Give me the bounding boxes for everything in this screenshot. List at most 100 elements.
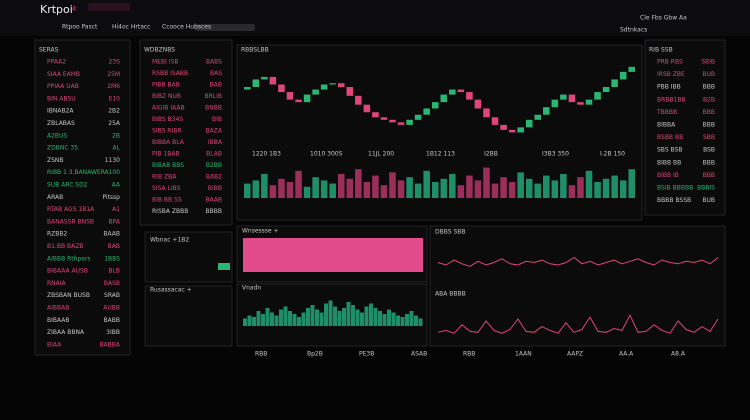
row-label: BIBZ NUB	[152, 93, 181, 100]
volume-bar	[628, 169, 635, 198]
row-value: BBBB	[206, 208, 222, 215]
row-label: ZBLABAS	[47, 120, 75, 127]
logo: Krtpoi	[40, 3, 73, 16]
hist-bar	[319, 312, 324, 326]
volume-bar	[560, 174, 567, 198]
row-value: 2B	[112, 132, 120, 139]
volume-bar	[431, 182, 439, 198]
panel-title: Wbnac +1B2	[150, 237, 189, 244]
row-value: E10	[109, 95, 121, 102]
x-tick-label: 1AAN	[515, 351, 532, 358]
candle	[295, 99, 302, 103]
x-tick-label: I.2B 150	[600, 151, 625, 158]
row-value: BSB	[703, 147, 715, 154]
hist-bar	[351, 305, 355, 326]
row-label: BANASSR BNSB	[47, 218, 94, 225]
line	[437, 314, 719, 334]
chart-title: ABA BBBB	[435, 291, 466, 298]
candle	[355, 95, 362, 105]
row-label: IRSB ZBE	[657, 71, 685, 78]
candle	[320, 84, 328, 90]
candle	[500, 124, 507, 130]
candle	[286, 92, 294, 100]
x-tick-label: Bp2B	[307, 351, 323, 358]
volume-bar	[346, 178, 354, 198]
x-tick-label: 11JL 200	[368, 151, 394, 158]
row-value: 1BBS	[104, 255, 120, 262]
volume-bar	[449, 174, 456, 198]
x-tick-label: AAPZ	[567, 351, 583, 358]
volume-bar	[517, 172, 524, 198]
volume-bar	[466, 175, 473, 198]
hist-bar	[310, 305, 315, 326]
row-label: SIBS RIBR	[152, 128, 182, 135]
row-label: BRBB1BB	[657, 96, 686, 103]
hist-bar	[265, 308, 270, 326]
volume-bar	[534, 183, 542, 198]
hist-bar	[346, 302, 351, 326]
volume-bar	[491, 183, 499, 198]
hist-bar	[252, 317, 256, 326]
volume-bar	[577, 177, 584, 198]
candle	[397, 122, 405, 125]
row-value: BASB	[104, 280, 120, 287]
row-value: BBB	[703, 159, 715, 166]
candle	[517, 127, 524, 133]
row-value: BAS	[210, 70, 222, 77]
row-label: AIBBAB	[47, 305, 69, 312]
volume-bar	[602, 178, 610, 198]
row-value: B2B	[703, 96, 715, 103]
row-label: BBBB BSSB	[657, 197, 691, 204]
row-value: BBB	[703, 172, 715, 179]
panel	[34, 39, 131, 356]
row-value: SRAB	[104, 292, 120, 299]
candle	[261, 76, 268, 80]
candle	[543, 107, 550, 115]
row-label: BIB BB SS	[152, 197, 182, 204]
tab-pill[interactable]	[88, 3, 130, 11]
row-label: RTAB AGS 1B1A	[47, 206, 95, 213]
candle	[577, 102, 584, 105]
row-value: BUB	[702, 197, 715, 204]
volume-bar	[585, 170, 593, 198]
candle	[457, 89, 465, 93]
x-tick-label: A8.A	[671, 351, 686, 358]
x-tick-label: 1220 1B3	[252, 151, 281, 158]
list-title: SERAS	[39, 47, 59, 54]
volume-bar	[312, 177, 319, 198]
volume-bar	[440, 178, 448, 198]
hist-bar	[270, 312, 274, 326]
hist-bar	[409, 311, 414, 326]
row-label: ZDBNC 35	[47, 145, 78, 152]
hist-bar	[288, 311, 292, 326]
row-label: ZSNB	[47, 157, 64, 164]
row-value: 25A	[108, 120, 121, 127]
hist-bar	[283, 306, 288, 326]
candle	[594, 92, 601, 100]
candle	[431, 102, 439, 109]
row-value: BAB	[108, 243, 120, 250]
hist-bar	[256, 311, 261, 326]
hist-bar	[247, 315, 252, 326]
candle	[312, 89, 319, 95]
search[interactable]	[195, 24, 255, 31]
row-label: BIBAAA AUSB	[47, 268, 88, 275]
candle	[372, 112, 379, 118]
row-label: A2BUS	[47, 132, 67, 139]
row-label: PPAA2	[47, 59, 66, 66]
hist-bar	[382, 314, 387, 326]
list-title: RIB SSB	[649, 47, 673, 54]
candle	[278, 84, 285, 93]
candle	[525, 119, 533, 128]
hist-bar	[342, 308, 346, 326]
candle	[244, 87, 251, 90]
row-label: SIAA EAMB	[47, 71, 80, 78]
row-label: ARAB	[47, 194, 63, 201]
hist-bar	[355, 309, 360, 326]
volume-bar	[543, 175, 550, 198]
hist-bar	[324, 303, 328, 326]
hist-bar	[337, 311, 342, 326]
tab: Rtpoo Pasct	[62, 24, 98, 31]
row-value: BAB2	[206, 174, 222, 181]
candle	[611, 79, 618, 88]
